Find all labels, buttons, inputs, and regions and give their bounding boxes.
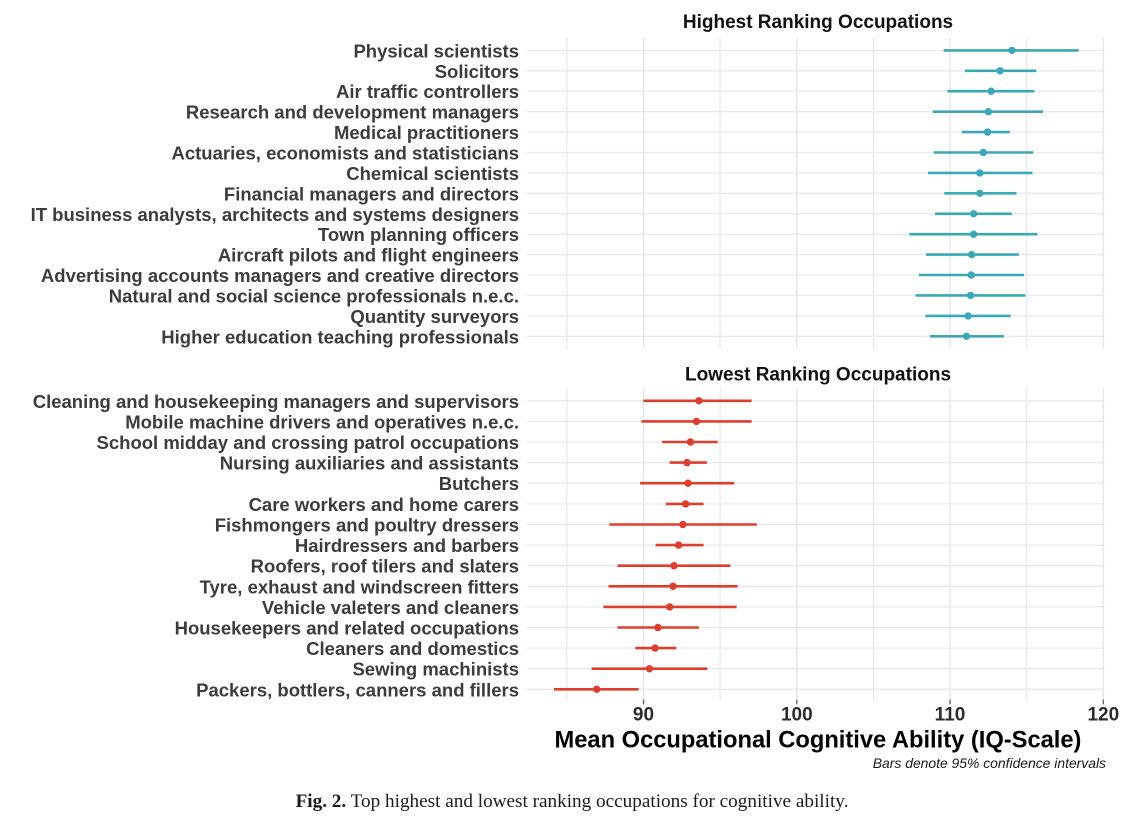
svg-text:Natural and social science pro: Natural and social science professionals… xyxy=(109,285,519,306)
svg-text:Quantity surveyors: Quantity surveyors xyxy=(350,306,519,327)
svg-text:School midday and crossing pat: School midday and crossing patrol occupa… xyxy=(97,432,519,453)
svg-text:Vehicle valeters and cleaners: Vehicle valeters and cleaners xyxy=(262,597,519,618)
svg-text:Aircraft pilots and flight eng: Aircraft pilots and flight engineers xyxy=(218,245,519,266)
svg-text:Roofers, roof tilers and slate: Roofers, roof tilers and slaters xyxy=(251,556,519,577)
svg-text:Higher education teaching prof: Higher education teaching professionals xyxy=(161,326,519,347)
svg-text:Packers, bottlers, canners and: Packers, bottlers, canners and fillers xyxy=(196,679,519,700)
svg-text:Bars denote 95% confidence int: Bars denote 95% confidence intervals xyxy=(873,755,1106,771)
svg-text:120: 120 xyxy=(1087,705,1119,726)
svg-text:90: 90 xyxy=(633,705,654,726)
svg-text:Hairdressers and barbers: Hairdressers and barbers xyxy=(295,535,519,556)
svg-text:Mean Occupational Cognitive Ab: Mean Occupational Cognitive Ability (IQ-… xyxy=(555,728,1082,754)
svg-text:Solicitors: Solicitors xyxy=(435,61,519,82)
svg-text:110: 110 xyxy=(935,705,966,726)
svg-text:Nursing auxiliaries and assist: Nursing auxiliaries and assistants xyxy=(220,453,519,474)
svg-text:Air traffic controllers: Air traffic controllers xyxy=(336,81,519,102)
svg-text:Advertising accounts managers: Advertising accounts managers and creati… xyxy=(41,265,519,286)
svg-text:Lowest Ranking Occupations: Lowest Ranking Occupations xyxy=(685,365,951,386)
svg-text:Butchers: Butchers xyxy=(439,473,519,494)
svg-text:IT business analysts, architec: IT business analysts, architects and sys… xyxy=(31,204,519,225)
svg-text:Tyre, exhaust and windscreen f: Tyre, exhaust and windscreen fitters xyxy=(200,576,519,597)
svg-text:Fishmongers and poultry dresse: Fishmongers and poultry dressers xyxy=(215,515,519,536)
svg-text:Town planning officers: Town planning officers xyxy=(318,224,519,245)
svg-text:Actuaries, economists and stat: Actuaries, economists and statisticians xyxy=(171,143,519,164)
svg-text:Medical practitioners: Medical practitioners xyxy=(334,122,519,143)
svg-text:Cleaning and housekeeping mana: Cleaning and housekeeping managers and s… xyxy=(33,391,519,412)
svg-text:Financial managers and directo: Financial managers and directors xyxy=(224,183,519,204)
svg-text:Research and development manag: Research and development managers xyxy=(186,102,519,123)
svg-text:100: 100 xyxy=(781,705,813,726)
svg-text:Care workers and home carers: Care workers and home carers xyxy=(249,494,519,515)
svg-text:Highest Ranking Occupations: Highest Ranking Occupations xyxy=(683,12,953,33)
svg-text:Physical scientists: Physical scientists xyxy=(353,40,519,61)
svg-text:Housekeepers and related occup: Housekeepers and related occupations xyxy=(175,618,519,639)
svg-text:Cleaners and domestics: Cleaners and domestics xyxy=(306,638,519,659)
svg-text:Fig. 2. Top highest and lowest: Fig. 2. Top highest and lowest ranking o… xyxy=(296,791,849,812)
svg-text:Mobile machine drivers and ope: Mobile machine drivers and operatives n.… xyxy=(125,411,519,432)
svg-text:Chemical scientists: Chemical scientists xyxy=(346,163,519,184)
svg-text:Sewing machinists: Sewing machinists xyxy=(352,659,519,680)
